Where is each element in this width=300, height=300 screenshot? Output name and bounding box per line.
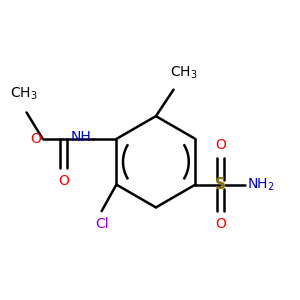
Text: S: S: [215, 177, 226, 192]
Text: O: O: [215, 138, 226, 152]
Text: O: O: [215, 217, 226, 231]
Text: O: O: [58, 174, 69, 188]
Text: Cl: Cl: [95, 217, 109, 231]
Text: CH$_3$: CH$_3$: [10, 86, 38, 102]
Text: NH$_2$: NH$_2$: [247, 176, 274, 193]
Text: CH$_3$: CH$_3$: [170, 64, 198, 81]
Text: O: O: [30, 132, 41, 146]
Text: NH: NH: [70, 130, 91, 145]
